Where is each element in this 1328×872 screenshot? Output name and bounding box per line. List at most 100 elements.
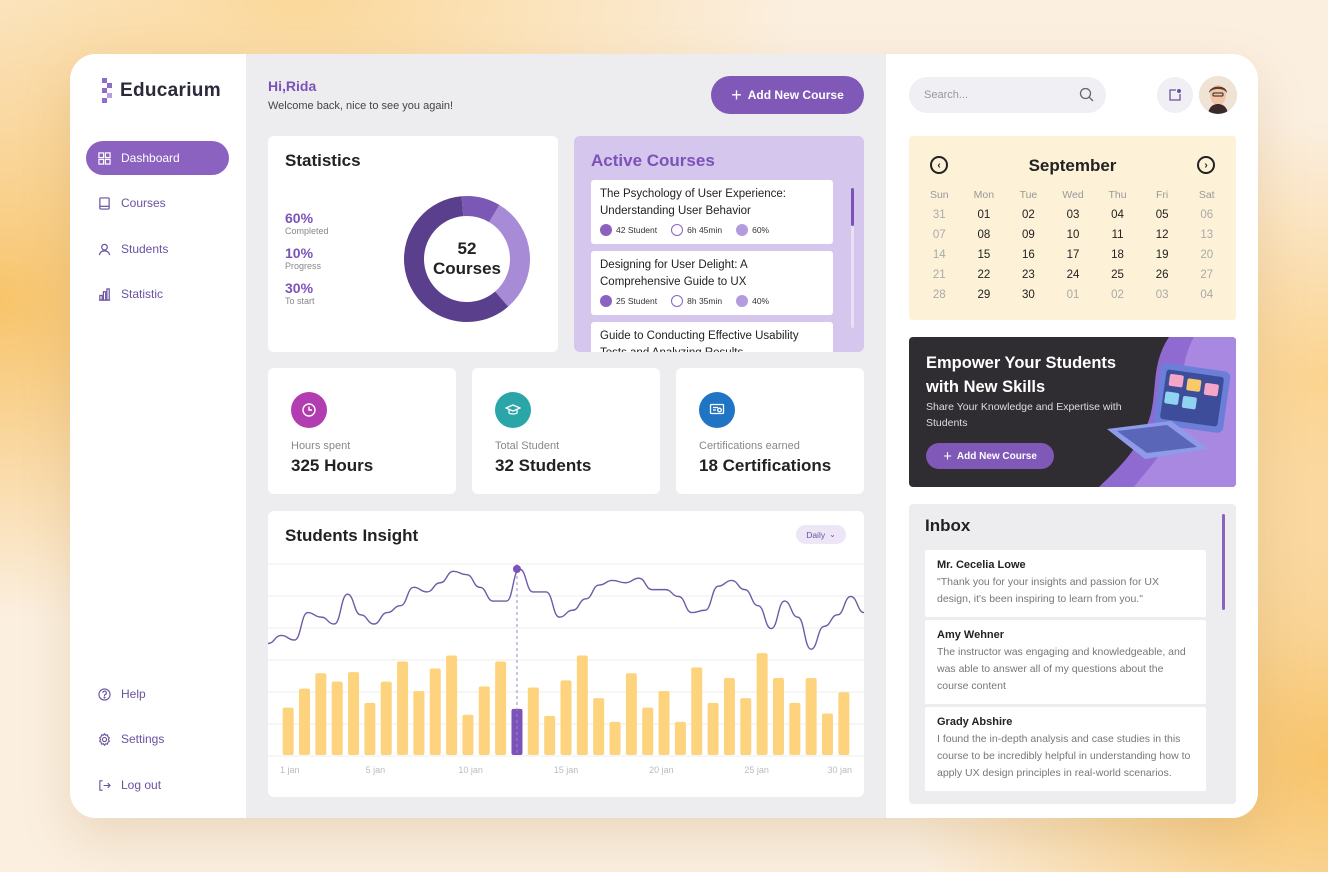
insight-bar[interactable]	[691, 667, 703, 755]
insight-bar[interactable]	[527, 687, 539, 755]
chevron-left-icon[interactable]: ‹	[930, 156, 948, 174]
calendar-day[interactable]: 04	[1111, 209, 1124, 221]
course-item[interactable]: Guide to Conducting Effective Usability …	[591, 322, 833, 352]
insight-bar[interactable]	[805, 678, 817, 755]
insight-bar[interactable]	[380, 681, 392, 755]
insight-bar[interactable]	[348, 672, 360, 755]
calendar-day[interactable]: 03	[1155, 289, 1169, 301]
avatar[interactable]	[1199, 76, 1237, 114]
course-item[interactable]: Designing for User Delight: A Comprehens…	[591, 251, 833, 315]
calendar-day[interactable]: 04	[1200, 289, 1214, 301]
calendar-day[interactable]: 07	[932, 229, 946, 241]
nav-statistic[interactable]: Statistic	[86, 277, 229, 311]
calendar-day[interactable]: 30	[1022, 289, 1035, 301]
calendar-day[interactable]: 03	[1066, 209, 1080, 221]
calendar-day[interactable]: 22	[977, 269, 991, 281]
calendar-day[interactable]: 06	[1200, 209, 1214, 221]
insight-bar[interactable]	[560, 680, 572, 755]
promo-add-course-button[interactable]: + Add New Course	[926, 443, 1054, 469]
chevron-right-icon[interactable]: ›	[1197, 156, 1215, 174]
notification-button[interactable]	[1157, 77, 1193, 113]
insight-bar[interactable]	[397, 661, 409, 755]
insight-bar[interactable]	[756, 653, 768, 755]
calendar-day[interactable]: 27	[1200, 269, 1214, 281]
calendar-day[interactable]: 26	[1155, 269, 1169, 281]
insight-bar[interactable]	[478, 686, 490, 755]
insight-bar[interactable]	[413, 691, 425, 755]
insight-chart[interactable]: 1 jan 5 jan 10 jan 15 jan 20 jan 25 jan 30 jan	[268, 559, 864, 789]
calendar-day[interactable]: 11	[1111, 229, 1124, 241]
insight-bar[interactable]	[495, 661, 507, 755]
calendar-day[interactable]: 05	[1155, 209, 1169, 221]
nav-settings[interactable]: Settings	[86, 722, 229, 756]
calendar-day[interactable]: 20	[1200, 249, 1214, 261]
period-dropdown[interactable]: Daily ⌄	[796, 525, 846, 544]
calendar-day[interactable]: 01	[977, 209, 991, 221]
calendar-day[interactable]: 10	[1066, 229, 1080, 241]
calendar-day[interactable]: 14	[932, 249, 946, 261]
insight-bar[interactable]	[772, 678, 784, 755]
insight-marker-dot[interactable]	[512, 565, 521, 573]
insight-bar[interactable]	[821, 713, 833, 755]
insight-bar[interactable]	[364, 702, 376, 755]
nav-dashboard[interactable]: Dashboard	[86, 141, 229, 175]
calendar-day[interactable]: 12	[1155, 229, 1169, 241]
calendar-day[interactable]: 17	[1066, 249, 1080, 261]
calendar-day[interactable]: 13	[1200, 229, 1214, 241]
insight-bar[interactable]	[462, 714, 474, 755]
calendar-day[interactable]: 21	[932, 269, 946, 281]
donut-segment-completed[interactable]	[404, 196, 530, 322]
insight-bar[interactable]	[593, 698, 605, 755]
insight-bar[interactable]	[331, 681, 343, 755]
brand-logo[interactable]: Educarium	[102, 78, 221, 104]
calendar-day[interactable]: 02	[1022, 209, 1035, 221]
calendar-day[interactable]: 08	[977, 229, 991, 241]
calendar-day[interactable]: 02	[1111, 289, 1124, 301]
active-courses-list[interactable]: The Psychology of User Experience: Under…	[574, 180, 864, 352]
calendar-day[interactable]: 25	[1111, 269, 1124, 281]
calendar-day[interactable]: 09	[1022, 229, 1035, 241]
calendar-day[interactable]: 24	[1066, 269, 1080, 281]
nav-help[interactable]: Help	[86, 677, 229, 711]
calendar-day[interactable]: 28	[932, 289, 946, 301]
donut-segment-to-start[interactable]	[404, 196, 530, 322]
courses-scrollbar-thumb[interactable]	[851, 188, 854, 226]
insight-bar[interactable]	[658, 691, 670, 755]
insight-bar[interactable]	[429, 668, 441, 755]
insight-bar[interactable]	[576, 655, 588, 755]
calendar-day[interactable]: 19	[1155, 249, 1169, 261]
insight-bar[interactable]	[707, 702, 719, 755]
inbox-scrollbar[interactable]	[1222, 514, 1225, 610]
nav-logout[interactable]: Log out	[86, 768, 229, 802]
insight-bar[interactable]	[446, 655, 458, 755]
calendar-day[interactable]: 23	[1022, 269, 1035, 281]
inbox-message[interactable]: Mr. Cecelia Lowe "Thank you for your ins…	[925, 550, 1206, 617]
courses-scrollbar-track[interactable]	[851, 188, 854, 328]
insight-bar[interactable]	[740, 698, 752, 755]
inbox-message[interactable]: Amy Wehner The instructor was engaging a…	[925, 620, 1206, 704]
calendar-day[interactable]: 15	[977, 249, 991, 261]
inbox-message[interactable]: Grady Abshire I found the in-depth analy…	[925, 707, 1206, 791]
insight-bar[interactable]	[544, 715, 556, 755]
calendar-day[interactable]: 01	[1066, 289, 1080, 301]
insight-bar[interactable]	[299, 688, 311, 755]
calendar-day[interactable]: 18	[1111, 249, 1124, 261]
insight-bar[interactable]	[282, 707, 294, 755]
calendar-day[interactable]: 16	[1022, 249, 1035, 261]
insight-bar[interactable]	[625, 673, 637, 755]
nav-students[interactable]: Students	[86, 232, 229, 266]
insight-bar[interactable]	[315, 673, 327, 755]
insight-bar[interactable]	[674, 721, 686, 755]
insight-bar[interactable]	[723, 678, 735, 755]
insight-bar[interactable]	[789, 702, 801, 755]
insight-bar[interactable]	[642, 707, 654, 755]
calendar-day[interactable]: 31	[932, 209, 946, 221]
nav-courses[interactable]: Courses	[86, 186, 229, 220]
add-course-button[interactable]: + Add New Course	[711, 76, 864, 114]
course-item[interactable]: The Psychology of User Experience: Under…	[591, 180, 833, 244]
insight-bar[interactable]	[609, 721, 621, 755]
search-bar[interactable]: Search...	[909, 77, 1106, 113]
calendar-day[interactable]: 29	[977, 289, 991, 301]
insight-bar[interactable]	[838, 692, 850, 755]
insight-bar[interactable]	[511, 708, 523, 755]
